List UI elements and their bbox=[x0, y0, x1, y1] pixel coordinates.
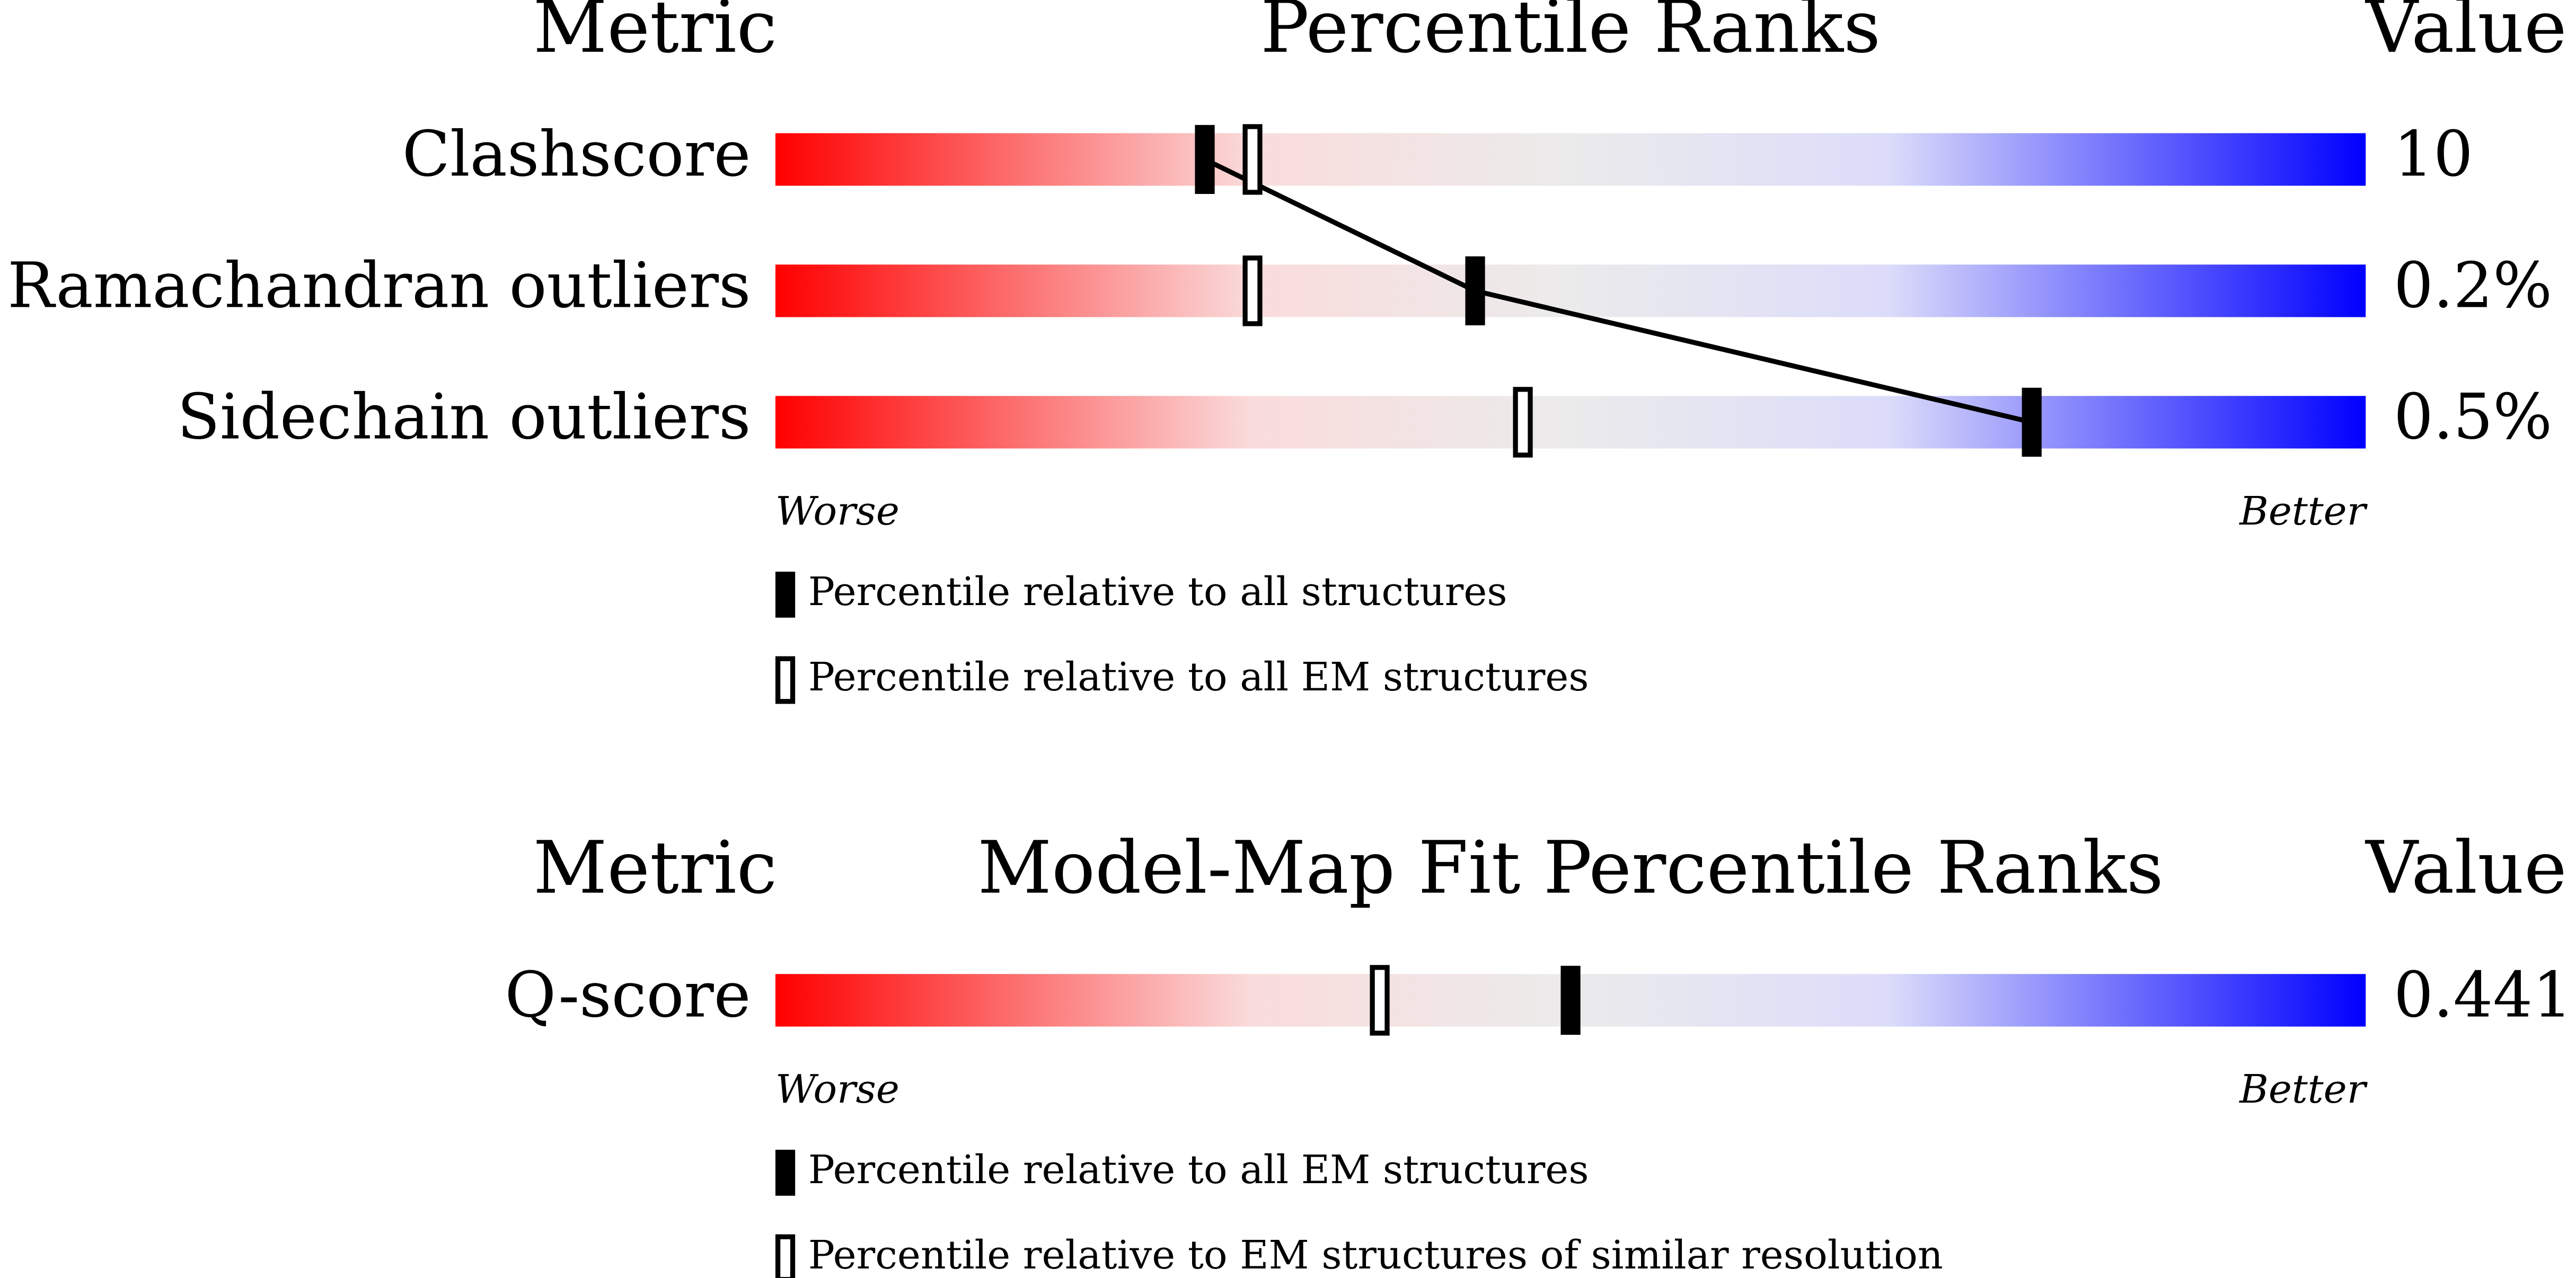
legend-marker bbox=[775, 571, 796, 618]
legend-marker-hollow bbox=[775, 1234, 796, 1278]
metric-label: Q-score bbox=[505, 958, 751, 1031]
percentile-marker bbox=[2022, 387, 2042, 457]
metric-label: Clashscore bbox=[402, 118, 751, 191]
metric-label: Ramachandran outliers bbox=[7, 249, 751, 322]
worse-label: Worse bbox=[775, 488, 899, 534]
metric-header: Metric bbox=[533, 826, 777, 910]
metric-value: 0.2% bbox=[2394, 249, 2552, 322]
legend-marker-hollow bbox=[775, 656, 796, 704]
chart-title: Percentile Ranks bbox=[1260, 0, 1881, 69]
percentile-marker bbox=[1195, 125, 1215, 194]
legend-label: Percentile relative to all EM structures bbox=[808, 1147, 1589, 1193]
legend-label: Percentile relative to all structures bbox=[808, 569, 1507, 615]
percentile-marker-hollow bbox=[1513, 387, 1533, 458]
chart-title: Model-Map Fit Percentile Ranks bbox=[977, 826, 2163, 910]
legend-label: Percentile relative to all EM structures bbox=[808, 654, 1589, 700]
slider-bar bbox=[775, 264, 2366, 317]
metric-value: 0.441 bbox=[2394, 958, 2572, 1031]
legend-label: Percentile relative to EM structures of … bbox=[808, 1232, 1943, 1278]
percentile-marker-hollow bbox=[1242, 255, 1263, 326]
slider-bar bbox=[775, 133, 2366, 186]
percentile-marker bbox=[1465, 256, 1485, 325]
percentile-marker-hollow bbox=[1242, 124, 1263, 195]
worse-label: Worse bbox=[775, 1066, 899, 1112]
value-header: Value bbox=[2365, 0, 2566, 69]
slider-bar bbox=[775, 396, 2366, 449]
metric-value: 0.5% bbox=[2394, 380, 2552, 453]
better-label: Better bbox=[2238, 1066, 2368, 1112]
better-label: Better bbox=[2238, 488, 2368, 534]
percentile-marker-hollow bbox=[1370, 965, 1390, 1036]
percentile-marker bbox=[1560, 965, 1581, 1035]
metric-label: Sidechain outliers bbox=[177, 380, 751, 453]
metric-header: Metric bbox=[533, 0, 777, 69]
metric-value: 10 bbox=[2394, 118, 2473, 191]
value-header: Value bbox=[2365, 826, 2566, 910]
legend-marker bbox=[775, 1149, 796, 1196]
